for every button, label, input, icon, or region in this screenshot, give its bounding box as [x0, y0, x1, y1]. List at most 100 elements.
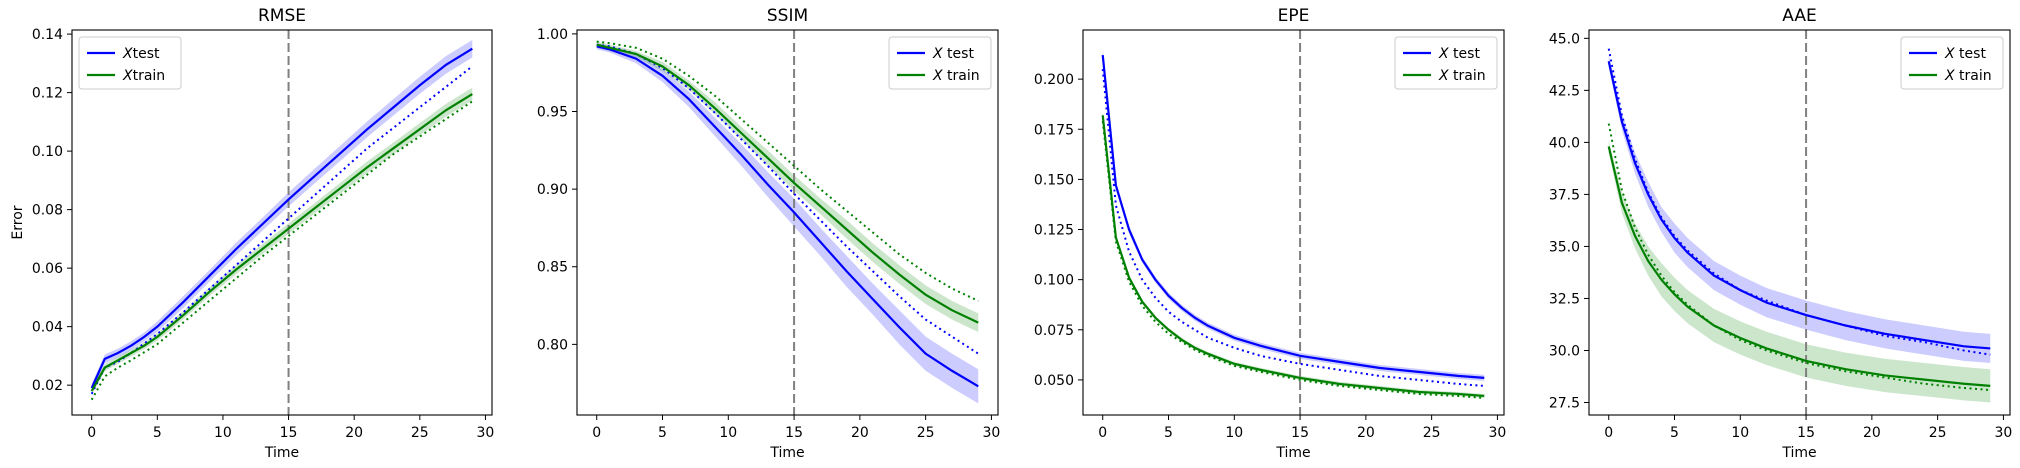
- plot-frame: [576, 29, 999, 416]
- confidence-band: [1608, 54, 1991, 363]
- legend: Xtest Xtrain: [78, 36, 182, 90]
- legend-entry-label: X train: [1944, 68, 1992, 84]
- y-tick-label: 30.0: [1549, 343, 1580, 359]
- y-tick-label: 0.85: [537, 260, 568, 276]
- plot-frame: [71, 29, 493, 416]
- legend-italic-part: X: [932, 68, 943, 84]
- series-line: [596, 43, 979, 324]
- y-tick-label: 42.5: [1549, 83, 1580, 99]
- x-tick-label: 30: [477, 425, 495, 441]
- plot-frame: [1082, 29, 1505, 416]
- x-tick-label: 25: [1929, 425, 1947, 441]
- series-line: [1607, 146, 1991, 387]
- dotted-series-line: [1607, 123, 1991, 392]
- x-tick-label: 5: [153, 425, 162, 441]
- y-tick-label: 0.95: [537, 105, 568, 121]
- dotted-series-line: [90, 65, 473, 395]
- y-tick-label: 32.5: [1549, 291, 1580, 307]
- x-tick-label: 10: [719, 425, 737, 441]
- x-tick-label: 30: [983, 425, 1001, 441]
- legend-rest-part: test: [1449, 46, 1481, 62]
- x-tick-label: 20: [345, 425, 363, 441]
- confidence-band: [596, 43, 979, 404]
- legend-rest-part: test: [1955, 46, 1987, 62]
- chart-title: SSIM: [767, 6, 808, 26]
- x-tick-label: 15: [280, 425, 298, 441]
- x-tick-label: 15: [1291, 425, 1309, 441]
- dotted-series-line: [1101, 121, 1485, 399]
- x-tick-label: 20: [851, 425, 869, 441]
- legend-italic-part: X: [1944, 46, 1955, 62]
- y-tick-label: 40.0: [1549, 135, 1580, 151]
- legend-rest-part: train: [133, 68, 166, 84]
- chart-title: AAE: [1782, 6, 1816, 26]
- x-axis-label: Time: [264, 445, 299, 461]
- x-tick-label: 25: [917, 425, 935, 441]
- legend-entry-label: X test: [1944, 46, 1986, 62]
- y-tick-label: 0.150: [1034, 172, 1074, 188]
- y-tick-label: 45.0: [1549, 31, 1580, 47]
- dotted-series-line: [1101, 69, 1485, 387]
- x-tick-label: 10: [1731, 425, 1749, 441]
- x-tick-label: 10: [214, 425, 232, 441]
- series-line: [90, 93, 473, 392]
- legend-entry-label: X test: [932, 46, 974, 62]
- x-tick-label: 25: [411, 425, 429, 441]
- y-tick-label: 0.02: [32, 378, 63, 394]
- legend-entry-label: X test: [1438, 46, 1480, 62]
- x-tick-label: 15: [1797, 425, 1815, 441]
- chart-panel-rmse: 0 5 10 15 20 25 30 0.02 0.04 0.06 0.08 0.10 0.12 0.14…: [10, 6, 494, 461]
- confidence-band: [1102, 49, 1485, 381]
- y-tick-label: 0.175: [1034, 122, 1074, 138]
- x-tick-label: 0: [592, 425, 601, 441]
- x-axis-label: Time: [1781, 445, 1816, 461]
- series-line: [1101, 54, 1485, 379]
- x-tick-label: 20: [1863, 425, 1881, 441]
- y-tick-label: 35.0: [1549, 239, 1580, 255]
- y-tick-label: 0.14: [32, 27, 63, 43]
- y-tick-label: 0.100: [1034, 273, 1074, 289]
- x-tick-label: 10: [1225, 425, 1243, 441]
- confidence-band: [596, 41, 979, 332]
- y-tick-label: 0.12: [32, 86, 63, 102]
- legend-entry-label: Xtrain: [122, 68, 165, 84]
- x-tick-label: 5: [1164, 425, 1173, 441]
- y-tick-label: 0.050: [1034, 373, 1074, 389]
- confidence-band: [91, 87, 473, 395]
- y-axis-label: Error: [10, 205, 26, 239]
- x-tick-label: 0: [87, 425, 96, 441]
- legend-italic-part: X: [1944, 68, 1955, 84]
- dotted-series-line: [90, 100, 473, 401]
- chart-title: RMSE: [258, 6, 306, 26]
- y-tick-label: 0.04: [32, 320, 63, 336]
- series-line: [1101, 115, 1485, 398]
- y-tick-label: 27.5: [1549, 396, 1580, 412]
- legend-italic-part: X: [1438, 68, 1449, 84]
- legend-entry-label: Xtest: [122, 46, 160, 62]
- legend-italic-part: X: [932, 46, 943, 62]
- x-tick-label: 15: [785, 425, 803, 441]
- dotted-series-line: [1607, 48, 1991, 356]
- x-tick-label: 20: [1357, 425, 1375, 441]
- legend-rest-part: train: [943, 68, 980, 84]
- series-line: [90, 47, 473, 389]
- legend-rest-part: test: [133, 46, 160, 62]
- x-tick-label: 25: [1423, 425, 1441, 441]
- y-tick-label: 0.075: [1034, 323, 1074, 339]
- x-tick-label: 5: [1670, 425, 1679, 441]
- legend-italic-part: X: [122, 68, 133, 84]
- series-line: [596, 45, 979, 388]
- legend-entry-label: X train: [1438, 68, 1486, 84]
- y-tick-label: 1.00: [537, 27, 568, 43]
- x-axis-label: Time: [1275, 445, 1310, 461]
- legend-rest-part: test: [943, 46, 975, 62]
- confidence-band: [91, 39, 473, 393]
- y-tick-label: 37.5: [1549, 187, 1580, 203]
- chart-panel-ssim: 0 5 10 15 20 25 30 0.80 0.85 0.90 0.95 1.00 SSIM Time…: [537, 6, 1001, 461]
- legend-rest-part: train: [1449, 68, 1486, 84]
- x-tick-label: 0: [1604, 425, 1613, 441]
- legend: X test X train: [1394, 36, 1498, 90]
- legend-rest-part: train: [1955, 68, 1992, 84]
